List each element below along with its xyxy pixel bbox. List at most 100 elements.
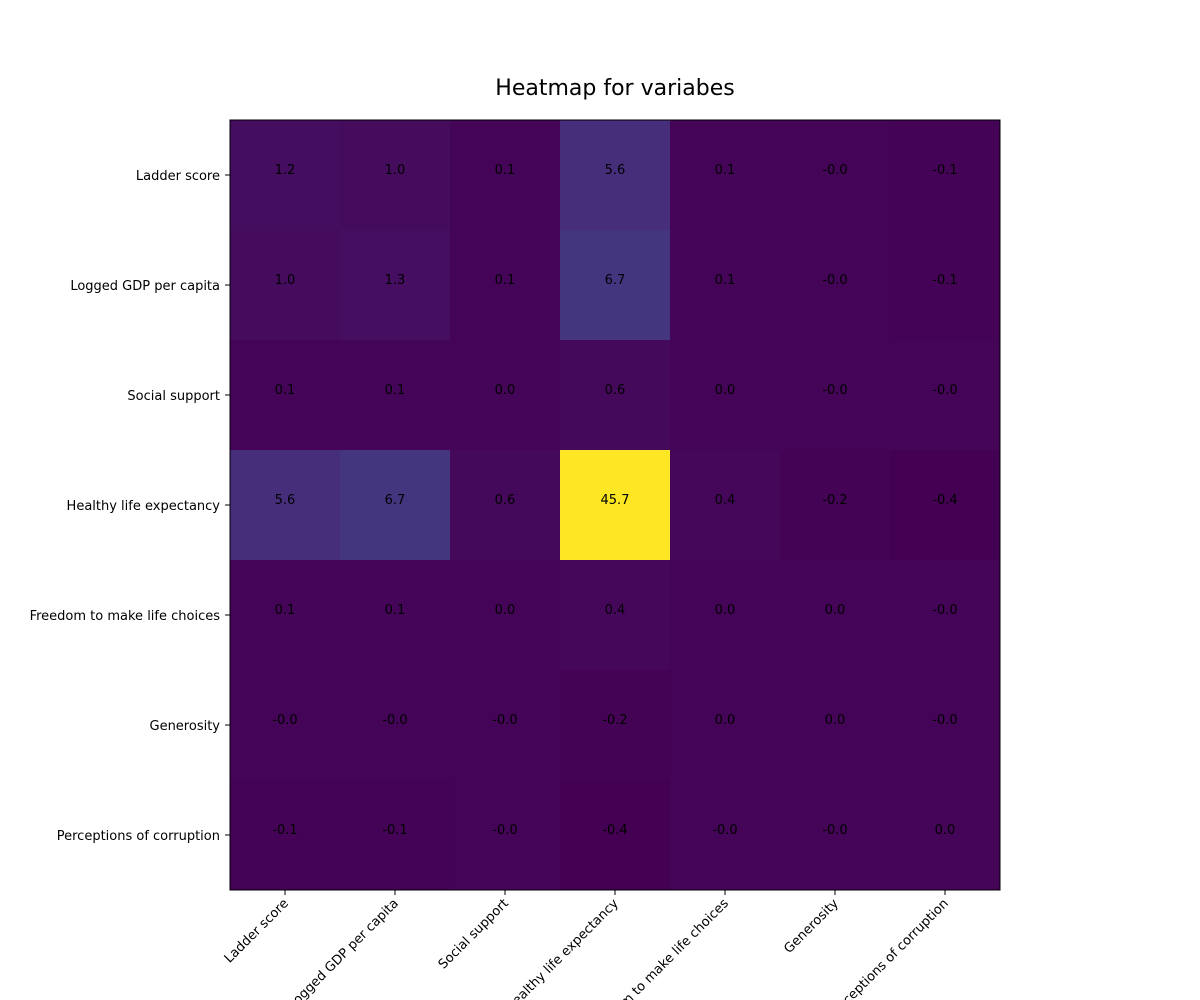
heatmap-cell-value: -0.0 <box>822 163 847 178</box>
heatmap-cell <box>670 560 781 671</box>
x-tick-label: Healthy life expectancy <box>503 896 622 1000</box>
heatmap-cell-value: 45.7 <box>601 493 630 508</box>
heatmap-cell <box>340 670 451 781</box>
heatmap-cell <box>560 230 671 341</box>
heatmap-cell <box>670 230 781 341</box>
heatmap-cell <box>450 780 561 891</box>
heatmap-cell-value: 6.7 <box>605 273 626 288</box>
heatmap-cell <box>780 230 891 341</box>
heatmap-cell <box>450 450 561 561</box>
heatmap-cell <box>450 670 561 781</box>
heatmap-cell <box>780 560 891 671</box>
heatmap-cell <box>560 450 671 561</box>
heatmap-cell-value: -0.4 <box>932 493 957 508</box>
heatmap-cell-value: 0.1 <box>385 383 406 398</box>
heatmap-cell-value: -0.0 <box>932 603 957 618</box>
heatmap-cell-value: 5.6 <box>605 163 626 178</box>
heatmap-cell-value: 0.1 <box>495 273 516 288</box>
y-tick-label: Perceptions of corruption <box>57 829 220 844</box>
heatmap-cell-value: 0.1 <box>715 273 736 288</box>
y-tick-label: Logged GDP per capita <box>70 279 220 294</box>
heatmap-cell-value: 0.0 <box>715 713 736 728</box>
heatmap-cell-value: 1.0 <box>275 273 296 288</box>
heatmap-cell <box>230 670 341 781</box>
heatmap-cell-value: 0.1 <box>385 603 406 618</box>
heatmap-cell-value: 0.0 <box>715 383 736 398</box>
heatmap-cell-value: 5.6 <box>275 493 296 508</box>
x-tick-label: Perceptions of corruption <box>826 896 952 1000</box>
y-tick-label: Freedom to make life choices <box>30 609 221 624</box>
heatmap-cell-value: -0.0 <box>272 713 297 728</box>
x-tick-label: Logged GDP per capita <box>285 896 401 1000</box>
heatmap-cell <box>890 120 1001 231</box>
heatmap-cell <box>890 230 1001 341</box>
heatmap-cell <box>230 780 341 891</box>
heatmap-cell <box>670 670 781 781</box>
heatmap-cell-value: 0.6 <box>495 493 516 508</box>
heatmap-cell-value: -0.1 <box>382 823 407 838</box>
heatmap-cell <box>450 230 561 341</box>
heatmap-cell-value: -0.2 <box>822 493 847 508</box>
heatmap-cell <box>670 340 781 451</box>
heatmap-cell <box>230 120 341 231</box>
heatmap-cell-labels: 1.2 1.0 0.1 5.6 0.1 -0.0 -0.1 1.0 1.3 0.1 6.7 0.1 -0… <box>272 163 957 838</box>
heatmap-cell <box>340 780 451 891</box>
heatmap-cell-value: 0.4 <box>715 493 736 508</box>
x-tick-label: Ladder score <box>222 896 292 966</box>
heatmap-cell <box>340 230 451 341</box>
heatmap-cell-value: -0.2 <box>602 713 627 728</box>
heatmap-cell <box>670 450 781 561</box>
heatmap-cell <box>780 340 891 451</box>
heatmap-cell <box>560 670 671 781</box>
heatmap-cell-value: 0.1 <box>275 603 296 618</box>
heatmap-cell-value: 0.0 <box>715 603 736 618</box>
heatmap-cell <box>890 780 1001 891</box>
heatmap-cell <box>780 120 891 231</box>
heatmap-cell-value: -0.0 <box>492 713 517 728</box>
heatmap-cell <box>670 780 781 891</box>
heatmap-cell <box>230 230 341 341</box>
heatmap-cell-value: 0.1 <box>495 163 516 178</box>
heatmap-cell-value: -0.0 <box>712 823 737 838</box>
heatmap-cell-value: 0.0 <box>495 383 516 398</box>
heatmap-cell-value: -0.0 <box>932 713 957 728</box>
heatmap-cell <box>560 780 671 891</box>
chart-title: Heatmap for variabes <box>495 76 734 101</box>
heatmap-cell <box>340 340 451 451</box>
x-tick-label: Generosity <box>781 896 842 957</box>
heatmap-cell <box>670 120 781 231</box>
heatmap-cell-value: 0.0 <box>825 603 846 618</box>
heatmap-cell-value: -0.4 <box>602 823 627 838</box>
y-tick-label: Generosity <box>150 719 221 734</box>
heatmap-cell-value: 0.0 <box>935 823 956 838</box>
heatmap-cell-value: 1.2 <box>275 163 296 178</box>
heatmap-cell <box>230 560 341 671</box>
heatmap-cell <box>340 120 451 231</box>
heatmap-cell-value: -0.0 <box>822 383 847 398</box>
heatmap-cell-value: 0.1 <box>715 163 736 178</box>
heatmap-cell <box>230 340 341 451</box>
heatmap-cell <box>890 560 1001 671</box>
heatmap-cell <box>560 340 671 451</box>
heatmap-cell-value: -0.0 <box>932 383 957 398</box>
heatmap-cell-value: -0.1 <box>272 823 297 838</box>
heatmap-cell-value: 0.0 <box>495 603 516 618</box>
heatmap-cell <box>450 340 561 451</box>
heatmap-cell-value: 1.0 <box>385 163 406 178</box>
y-tick-label: Healthy life expectancy <box>67 499 221 514</box>
heatmap-cell <box>780 670 891 781</box>
heatmap-cell-value: -0.0 <box>822 273 847 288</box>
y-tick-label: Ladder score <box>136 169 220 184</box>
heatmap-cell-value: 1.3 <box>385 273 406 288</box>
y-axis: Ladder score Logged GDP per capita Social … <box>30 169 230 844</box>
heatmap-cell-value: -0.0 <box>382 713 407 728</box>
heatmap-cell <box>780 450 891 561</box>
heatmap-cell-value: 0.0 <box>825 713 846 728</box>
y-tick-label: Social support <box>127 389 220 404</box>
heatmap-cell-value: -0.1 <box>932 163 957 178</box>
heatmap-cell <box>890 340 1001 451</box>
heatmap-cell <box>780 780 891 891</box>
x-tick-label: Social support <box>436 896 512 972</box>
heatmap-cell <box>560 120 671 231</box>
